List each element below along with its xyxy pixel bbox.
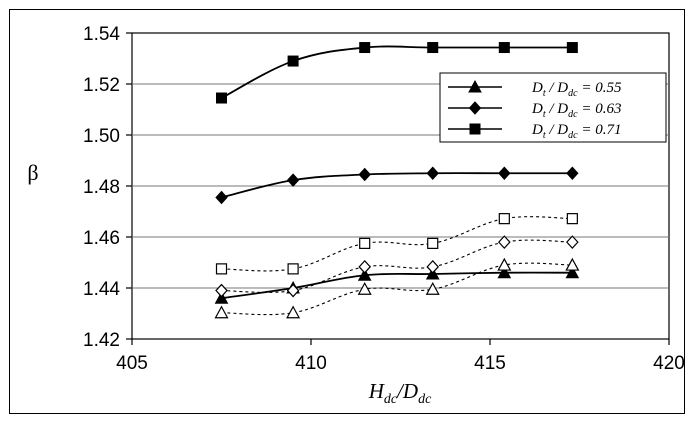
legend-entry: Dt / Ddc = 0.63 bbox=[448, 101, 621, 120]
data-point bbox=[497, 257, 512, 271]
data-point bbox=[214, 305, 229, 319]
data-point bbox=[498, 235, 511, 249]
data-point bbox=[287, 55, 299, 67]
series-5 bbox=[214, 257, 580, 319]
legend-marker bbox=[468, 101, 482, 115]
x-tick-label: 410 bbox=[295, 353, 327, 374]
x-tick-label: 420 bbox=[653, 353, 685, 374]
data-point bbox=[497, 265, 512, 279]
series-1 bbox=[215, 166, 579, 205]
data-point bbox=[357, 268, 372, 281]
series-4 bbox=[215, 235, 579, 298]
series-line bbox=[221, 172, 573, 199]
x-tick-label: 405 bbox=[116, 353, 148, 374]
y-axis-label: β bbox=[27, 160, 38, 185]
y-tick-label: 1.44 bbox=[83, 279, 120, 300]
legend-label: Dt / Ddc = 0.71 bbox=[531, 122, 621, 141]
data-point bbox=[498, 213, 510, 225]
legend-label: Dt / Ddc = 0.55 bbox=[531, 80, 622, 99]
data-point bbox=[215, 283, 228, 298]
data-point bbox=[215, 263, 228, 275]
data-point bbox=[426, 259, 440, 274]
legend-marker bbox=[469, 123, 481, 135]
data-point bbox=[565, 257, 580, 271]
series-line bbox=[221, 239, 573, 293]
legend-label: Dt / Ddc = 0.63 bbox=[531, 101, 621, 120]
series-2 bbox=[216, 42, 578, 104]
x-tick-label: 415 bbox=[474, 353, 506, 374]
y-tick-label: 1.42 bbox=[83, 330, 120, 351]
data-point bbox=[359, 42, 371, 54]
data-point bbox=[498, 42, 510, 54]
data-point bbox=[426, 166, 439, 180]
data-point bbox=[214, 291, 229, 304]
data-point bbox=[358, 259, 372, 274]
data-point bbox=[565, 265, 580, 279]
data-point bbox=[566, 42, 578, 54]
series bbox=[214, 42, 580, 319]
y-tick-label: 1.52 bbox=[83, 75, 120, 96]
x-axis-label: Hdc/Ddc bbox=[368, 379, 432, 407]
data-point bbox=[216, 92, 227, 104]
series-line bbox=[221, 271, 573, 300]
data-point bbox=[427, 237, 439, 249]
series-line bbox=[221, 45, 573, 99]
data-point bbox=[566, 213, 578, 225]
data-point bbox=[357, 282, 372, 295]
axes: 1.42 1.44 1.46 1.48 1.50 1.52 1.54 405 410 415 420 bbox=[83, 24, 685, 374]
series-3 bbox=[215, 213, 578, 275]
series-line bbox=[221, 262, 573, 316]
y-tick-label: 1.54 bbox=[83, 24, 120, 45]
data-point bbox=[425, 282, 440, 295]
y-tick-label: 1.48 bbox=[83, 177, 120, 198]
data-point bbox=[566, 235, 579, 249]
data-point bbox=[287, 263, 299, 275]
legend-marker bbox=[468, 79, 482, 93]
legend: Dt / Ddc = 0.55 Dt / Ddc = 0.63 Dt / Ddc =… bbox=[439, 72, 667, 143]
y-tick-label: 1.50 bbox=[83, 126, 120, 147]
data-point bbox=[427, 42, 439, 54]
data-point bbox=[286, 305, 301, 319]
data-point bbox=[566, 166, 579, 180]
y-tick-label: 1.46 bbox=[83, 228, 120, 249]
data-point bbox=[286, 283, 300, 298]
data-point bbox=[498, 166, 511, 180]
legend-entry: Dt / Ddc = 0.55 bbox=[448, 79, 622, 99]
data-point bbox=[358, 167, 371, 182]
data-point bbox=[359, 237, 371, 249]
data-point bbox=[215, 190, 228, 205]
data-point bbox=[286, 173, 300, 187]
series-line bbox=[221, 216, 573, 272]
legend-entry: Dt / Ddc = 0.71 bbox=[448, 122, 621, 141]
